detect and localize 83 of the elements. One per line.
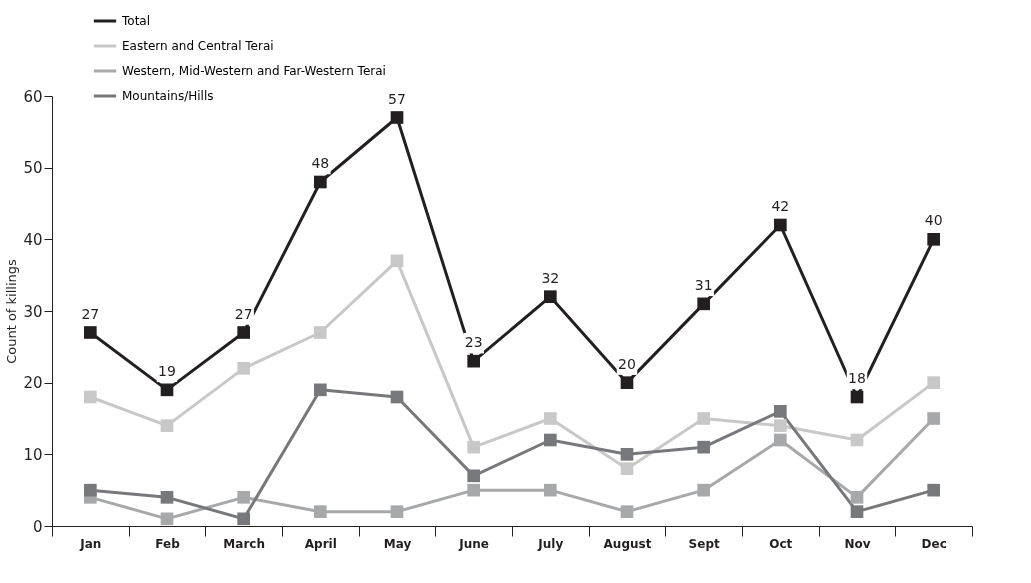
point (774, 433, 787, 447)
point (850, 505, 864, 518)
data-label: 32 (541, 269, 560, 286)
point (850, 433, 864, 447)
point (314, 505, 327, 518)
point (927, 233, 940, 246)
point (620, 505, 634, 518)
point (314, 383, 327, 397)
y-tick-label: 60 (23, 87, 43, 106)
x-tick-label: Dec (921, 536, 947, 551)
data-label: 48 (311, 155, 330, 171)
y-axis-title: Count of killings (4, 258, 20, 364)
point (774, 218, 787, 232)
point (160, 491, 174, 504)
point (84, 483, 97, 497)
data-label: 20 (618, 355, 636, 372)
legend-label: Mountains/Hills (122, 89, 214, 103)
data-label: 40 (924, 212, 943, 229)
point (237, 326, 250, 339)
point (467, 354, 480, 368)
data-label: 27 (81, 305, 100, 322)
y-tick-label: 10 (23, 445, 43, 464)
point (774, 405, 787, 418)
point (160, 383, 174, 397)
point (697, 297, 710, 311)
point (390, 505, 404, 518)
point (467, 440, 480, 454)
point (544, 412, 557, 425)
legend-label: Eastern and Central Terai (122, 39, 274, 53)
point (544, 433, 557, 447)
point (620, 448, 634, 461)
y-tick-label: 0 (32, 517, 43, 536)
point (237, 491, 250, 504)
x-tick-label: March (223, 536, 265, 551)
point (390, 254, 404, 268)
data-label: 27 (234, 305, 253, 322)
point (544, 290, 557, 303)
x-tick-label: July (537, 536, 564, 551)
point (850, 491, 864, 504)
point (620, 462, 634, 475)
point (160, 419, 174, 432)
x-tick-label: Nov (844, 536, 871, 551)
y-tick-label: 20 (23, 374, 43, 393)
point (774, 419, 787, 432)
point (697, 440, 710, 454)
legend-label: Total (121, 14, 151, 28)
point (620, 376, 634, 389)
point (160, 512, 174, 526)
point (84, 326, 97, 339)
legend-label: Western, Mid-Western and Far-Western Terai (122, 64, 386, 78)
point (390, 111, 404, 124)
point (314, 175, 327, 189)
point (697, 483, 710, 497)
point (237, 362, 250, 375)
point (237, 512, 250, 526)
point (927, 412, 940, 425)
x-tick-label: May (383, 536, 412, 551)
data-label: 31 (694, 276, 713, 293)
x-tick-label: Sept (688, 536, 720, 551)
x-tick-label: Jan (79, 536, 102, 551)
data-label: 57 (388, 90, 406, 107)
data-label: 42 (771, 198, 790, 214)
data-label: 23 (464, 334, 483, 351)
point (927, 483, 940, 497)
data-label: 18 (848, 370, 866, 386)
point (84, 390, 97, 404)
y-tick-label: 50 (23, 159, 43, 178)
x-tick-label: April (304, 536, 337, 551)
x-tick-label: Oct (769, 536, 793, 551)
point (927, 376, 940, 389)
point (850, 390, 864, 404)
point (467, 483, 480, 497)
point (390, 390, 404, 404)
point (314, 326, 327, 339)
point (697, 412, 710, 425)
x-tick-label: August (603, 536, 652, 551)
y-tick-label: 40 (23, 230, 43, 249)
x-tick-label: Feb (155, 536, 181, 551)
x-tick-label: June (458, 536, 490, 551)
y-tick-label: 30 (23, 302, 43, 321)
point (544, 483, 557, 497)
point (467, 469, 480, 483)
data-label: 19 (158, 362, 176, 379)
